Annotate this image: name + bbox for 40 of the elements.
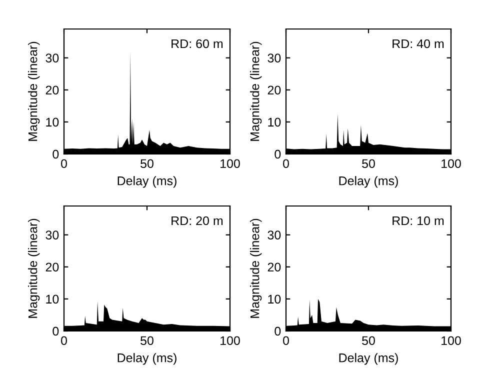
y-tick-label: 30 bbox=[268, 54, 281, 62]
x-tick-label: 100 bbox=[220, 159, 240, 168]
annotation: RD: 10 m bbox=[392, 216, 444, 226]
y-tick-label: 0 bbox=[274, 150, 281, 159]
y-axis-title: Magnitude (linear) bbox=[250, 42, 262, 141]
y-tick-label: 10 bbox=[46, 294, 59, 304]
y-tick-label: 10 bbox=[268, 118, 281, 127]
x-axis-title: Delay (ms) bbox=[118, 176, 176, 188]
y-tick-label: 0 bbox=[52, 326, 59, 336]
y-tick-label: 20 bbox=[46, 86, 59, 95]
x-tick-label: 50 bbox=[362, 336, 375, 346]
y-tick-label: 0 bbox=[52, 150, 59, 159]
x-axis-title: Delay (ms) bbox=[339, 176, 398, 188]
y-tick-label: 20 bbox=[46, 262, 59, 272]
x-axis-title: Delay (ms) bbox=[339, 353, 398, 365]
annotation: RD: 60 m bbox=[172, 39, 223, 48]
y-tick-label: 0 bbox=[274, 326, 281, 336]
y-axis-title: Magnitude (linear) bbox=[28, 218, 40, 318]
y-tick-label: 30 bbox=[46, 230, 59, 240]
x-tick-label: 100 bbox=[442, 336, 461, 346]
x-axis-title: Delay (ms) bbox=[118, 353, 176, 365]
y-tick-label: 10 bbox=[46, 118, 59, 127]
x-tick-label: 100 bbox=[442, 159, 461, 168]
annotation: RD: 40 m bbox=[392, 39, 444, 48]
x-tick-label: 0 bbox=[61, 336, 67, 346]
y-tick-label: 30 bbox=[46, 54, 59, 62]
y-axis-title: Magnitude (linear) bbox=[250, 218, 262, 318]
x-tick-label: 0 bbox=[283, 336, 289, 346]
x-tick-label: 100 bbox=[220, 336, 240, 346]
x-tick-label: 0 bbox=[283, 159, 289, 168]
x-tick-label: 0 bbox=[61, 159, 67, 168]
x-tick-label: 50 bbox=[362, 159, 375, 168]
y-tick-label: 20 bbox=[268, 262, 281, 272]
y-axis-title: Magnitude (linear) bbox=[28, 42, 40, 141]
x-tick-label: 50 bbox=[140, 336, 154, 346]
x-tick-label: 50 bbox=[140, 159, 154, 168]
annotation: RD: 20 m bbox=[172, 216, 223, 226]
y-tick-label: 20 bbox=[268, 86, 281, 95]
y-tick-label: 30 bbox=[268, 230, 281, 240]
y-tick-label: 10 bbox=[268, 294, 281, 304]
